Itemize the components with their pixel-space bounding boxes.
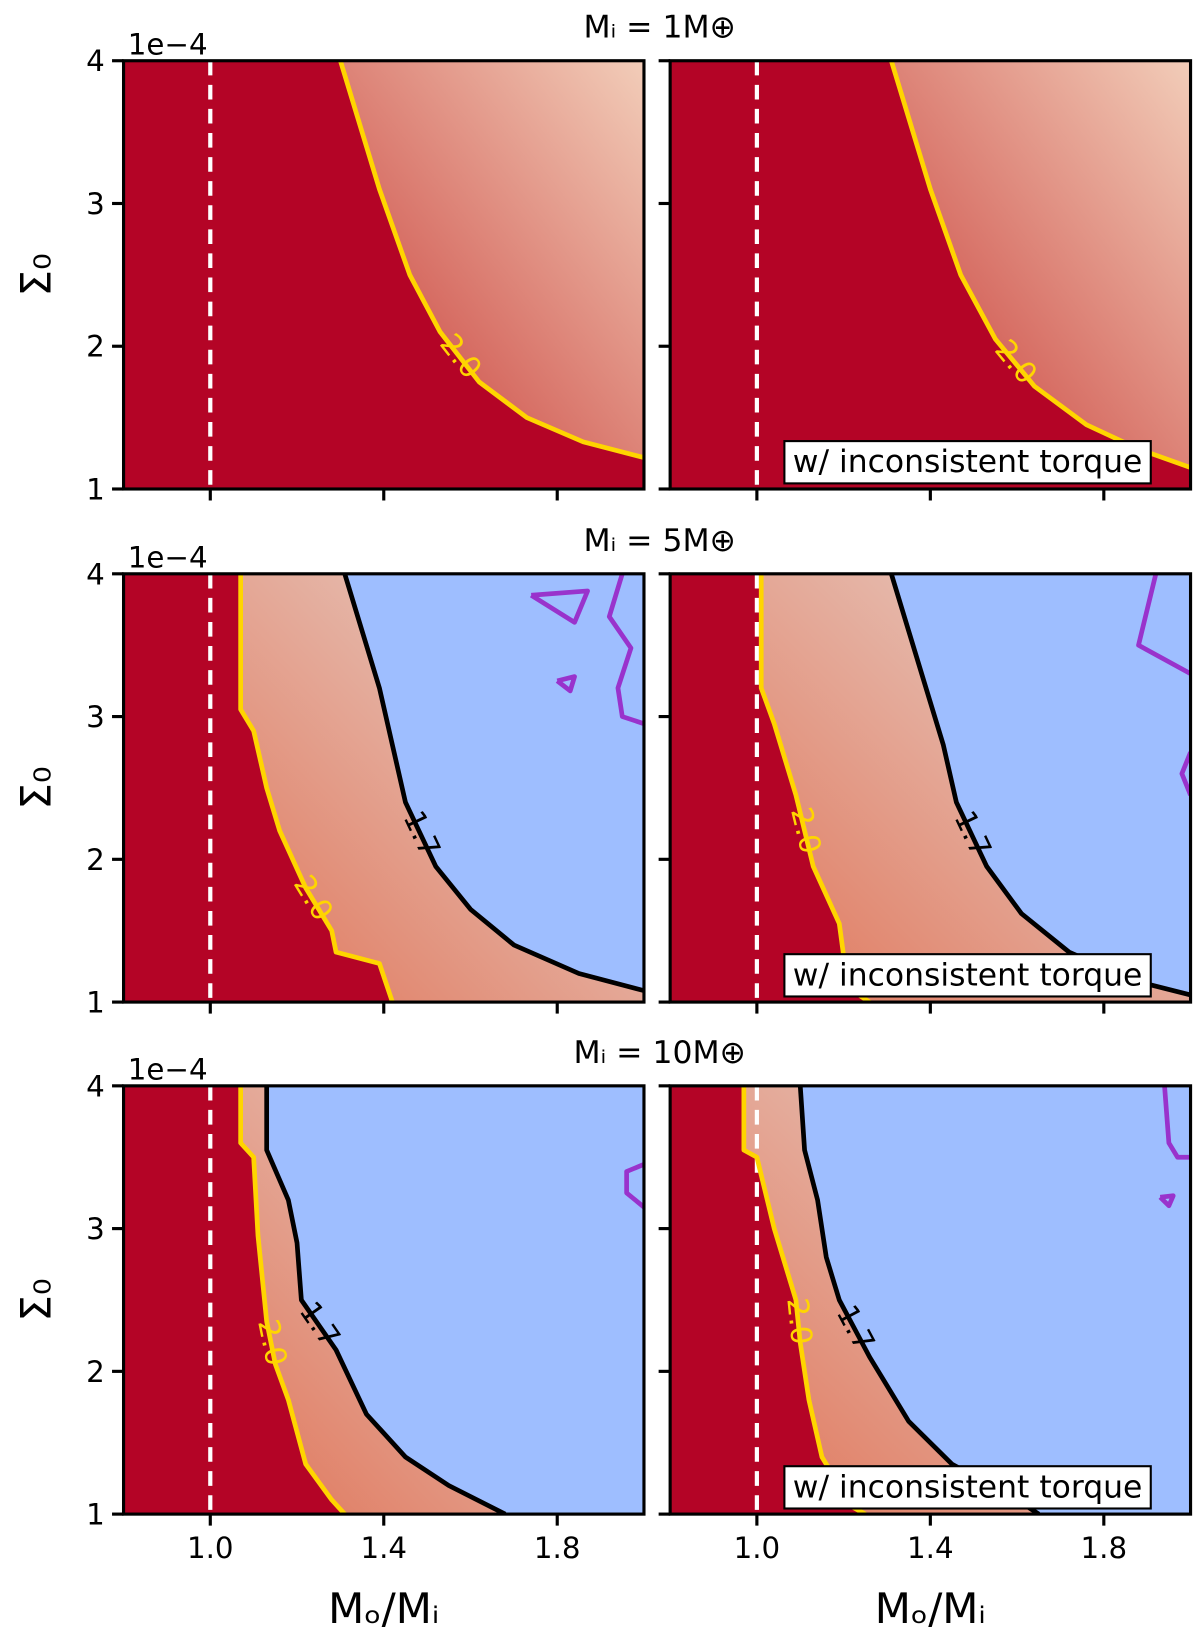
contour-line <box>238 1085 347 1515</box>
x-tick-label: 1.0 <box>734 1531 781 1565</box>
offset-text: 1e−4 <box>128 541 208 575</box>
contour-line <box>529 588 590 625</box>
annotation-box <box>783 1465 1152 1510</box>
panel: 2.0 <box>123 60 644 489</box>
contour-line <box>1158 1193 1176 1209</box>
y-tick-label: 1 <box>86 1498 105 1532</box>
contour-fill <box>340 60 644 458</box>
y-tick-label: 4 <box>86 1069 105 1103</box>
contour-line <box>238 573 395 1003</box>
contour-fill <box>891 60 1191 468</box>
contour-line <box>264 1085 507 1515</box>
contour-line <box>1179 751 1191 796</box>
x-tick-label: 1.8 <box>1081 1531 1128 1565</box>
y-tick-label: 2 <box>86 330 105 364</box>
contour-line <box>342 573 644 993</box>
x-tick-label: 1.0 <box>187 1531 234 1565</box>
contour-fill <box>266 1085 644 1515</box>
x-axis-label: Mₒ/Mᵢ <box>328 1584 439 1633</box>
contour-label: 2.0 <box>780 1296 819 1346</box>
x-axis-label: Mₒ/Mᵢ <box>875 1584 986 1633</box>
y-tick-label: 2 <box>86 1355 105 1389</box>
y-tick-label: 4 <box>86 557 105 591</box>
y-axis-label: Σ₀ <box>11 766 60 809</box>
x-tick-label: 1.8 <box>534 1531 581 1565</box>
offset-text: 1e−4 <box>128 1053 208 1087</box>
x-tick-label: 1.4 <box>907 1531 954 1565</box>
contour-line <box>555 674 577 694</box>
annotation-box <box>783 440 1152 485</box>
y-tick-label: 3 <box>86 187 105 221</box>
row-title: Mᵢ = 1M⊕ <box>583 10 735 46</box>
contour-fill <box>800 1085 1191 1515</box>
y-tick-label: 1 <box>86 472 105 506</box>
annotation-box <box>783 953 1152 998</box>
annotation: w/ inconsistent torque <box>793 444 1143 480</box>
contour-line <box>1136 573 1191 676</box>
annotation: w/ inconsistent torque <box>793 957 1143 993</box>
contour-line <box>606 573 644 726</box>
y-tick-label: 3 <box>86 1212 105 1246</box>
panel: 2.01.7 <box>123 573 644 1003</box>
y-tick-label: 3 <box>86 700 105 734</box>
annotation: w/ inconsistent torque <box>793 1469 1143 1505</box>
panel: 2.01.7 <box>123 1085 644 1515</box>
y-tick-label: 4 <box>86 44 105 78</box>
row-title: Mᵢ = 5M⊕ <box>583 523 735 559</box>
contour-line <box>1162 1085 1191 1160</box>
row-title: Mᵢ = 10M⊕ <box>573 1035 745 1071</box>
y-axis-label: Σ₀ <box>11 1278 60 1321</box>
y-tick-label: 2 <box>86 843 105 877</box>
y-tick-label: 1 <box>86 986 105 1020</box>
y-axis-label: Σ₀ <box>11 253 60 296</box>
x-tick-label: 1.4 <box>360 1531 407 1565</box>
contour-fill <box>891 573 1191 995</box>
offset-text: 1e−4 <box>128 27 208 61</box>
panel: 2.0 <box>670 60 1191 489</box>
contour-line <box>338 60 644 460</box>
contour-line <box>624 1162 644 1209</box>
